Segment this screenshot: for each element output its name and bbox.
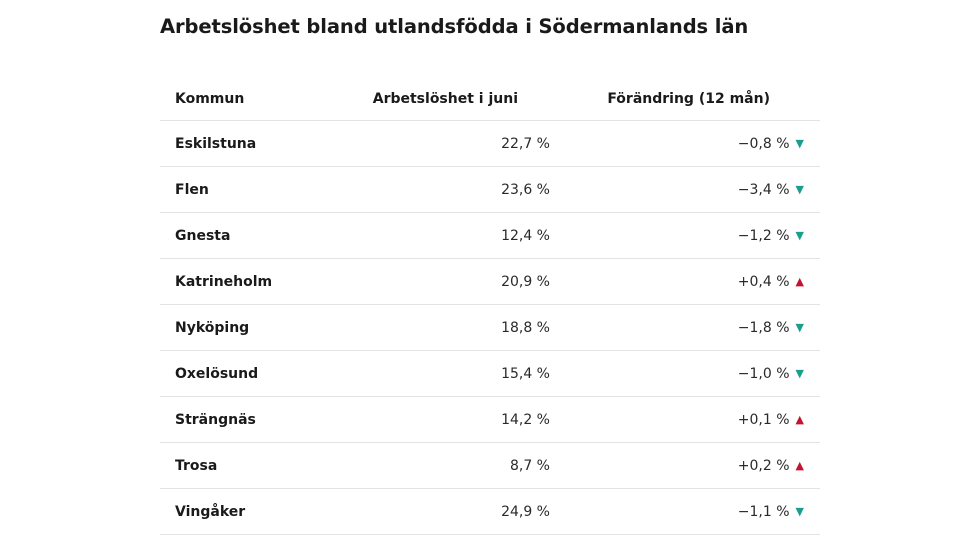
- cell-forandring: +0,1 % ▲: [550, 396, 820, 443]
- cell-arbetsloshet: 15,4 %: [364, 350, 550, 397]
- table-row: Flen 23,6 % −3,4 % ▼: [160, 166, 820, 213]
- triangle-up-icon: ▲: [795, 458, 804, 472]
- table-row: Eskilstuna 22,7 % −0,8 % ▼: [160, 120, 820, 167]
- triangle-down-icon: ▼: [795, 320, 804, 334]
- triangle-down-icon: ▼: [795, 182, 804, 196]
- cell-arbetsloshet: 20,9 %: [364, 258, 550, 305]
- change-value: +0,1 %: [737, 411, 790, 428]
- cell-arbetsloshet: 23,6 %: [364, 166, 550, 213]
- change-value: +0,4 %: [737, 273, 790, 290]
- cell-kommun: Trosa: [160, 442, 364, 489]
- table-row: Trosa 8,7 % +0,2 % ▲: [160, 442, 820, 489]
- table-row: Strängnäs 14,2 % +0,1 % ▲: [160, 396, 820, 443]
- change-value: −1,8 %: [737, 319, 790, 336]
- cell-arbetsloshet: 14,2 %: [364, 396, 550, 443]
- change-value: +0,2 %: [737, 457, 790, 474]
- cell-forandring: −1,1 % ▼: [550, 488, 820, 535]
- cell-forandring: +0,2 % ▲: [550, 442, 820, 489]
- triangle-down-icon: ▼: [795, 136, 804, 150]
- cell-arbetsloshet: 18,8 %: [364, 304, 550, 351]
- table-row: Oxelösund 15,4 % −1,0 % ▼: [160, 350, 820, 397]
- table-widget: Arbetslöshet bland utlandsfödda i Söderm…: [160, 12, 820, 535]
- cell-kommun: Vingåker: [160, 488, 364, 535]
- table-row: Katrineholm 20,9 % +0,4 % ▲: [160, 258, 820, 305]
- cell-forandring: −1,8 % ▼: [550, 304, 820, 351]
- change-value: −0,8 %: [737, 135, 790, 152]
- cell-kommun: Katrineholm: [160, 258, 364, 305]
- table-row: Nyköping 18,8 % −1,8 % ▼: [160, 304, 820, 351]
- triangle-up-icon: ▲: [795, 274, 804, 288]
- cell-forandring: +0,4 % ▲: [550, 258, 820, 305]
- triangle-up-icon: ▲: [795, 412, 804, 426]
- column-header-forandring: Förändring (12 mån): [550, 77, 820, 121]
- change-value: −3,4 %: [737, 181, 790, 198]
- cell-kommun: Nyköping: [160, 304, 364, 351]
- change-value: −1,0 %: [737, 365, 790, 382]
- cell-arbetsloshet: 22,7 %: [364, 120, 550, 167]
- table-row: Vingåker 24,9 % −1,1 % ▼: [160, 488, 820, 535]
- cell-arbetsloshet: 24,9 %: [364, 488, 550, 535]
- cell-kommun: Oxelösund: [160, 350, 364, 397]
- cell-arbetsloshet: 8,7 %: [364, 442, 550, 489]
- cell-forandring: −1,2 % ▼: [550, 212, 820, 259]
- cell-forandring: −0,8 % ▼: [550, 120, 820, 167]
- cell-kommun: Flen: [160, 166, 364, 213]
- change-value: −1,1 %: [737, 503, 790, 520]
- triangle-down-icon: ▼: [795, 366, 804, 380]
- cell-kommun: Gnesta: [160, 212, 364, 259]
- cell-arbetsloshet: 12,4 %: [364, 212, 550, 259]
- cell-kommun: Strängnäs: [160, 396, 364, 443]
- cell-forandring: −1,0 % ▼: [550, 350, 820, 397]
- column-header-arbetsloshet: Arbetslöshet i juni: [364, 77, 550, 121]
- cell-forandring: −3,4 % ▼: [550, 166, 820, 213]
- triangle-down-icon: ▼: [795, 504, 804, 518]
- change-value: −1,2 %: [737, 227, 790, 244]
- column-header-kommun: Kommun: [160, 77, 364, 121]
- unemployment-table: Kommun Arbetslöshet i juni Förändring (1…: [160, 77, 820, 535]
- cell-kommun: Eskilstuna: [160, 120, 364, 167]
- triangle-down-icon: ▼: [795, 228, 804, 242]
- page-title: Arbetslöshet bland utlandsfödda i Söderm…: [160, 15, 749, 38]
- table-header-row: Kommun Arbetslöshet i juni Förändring (1…: [160, 77, 820, 121]
- table-row: Gnesta 12,4 % −1,2 % ▼: [160, 212, 820, 259]
